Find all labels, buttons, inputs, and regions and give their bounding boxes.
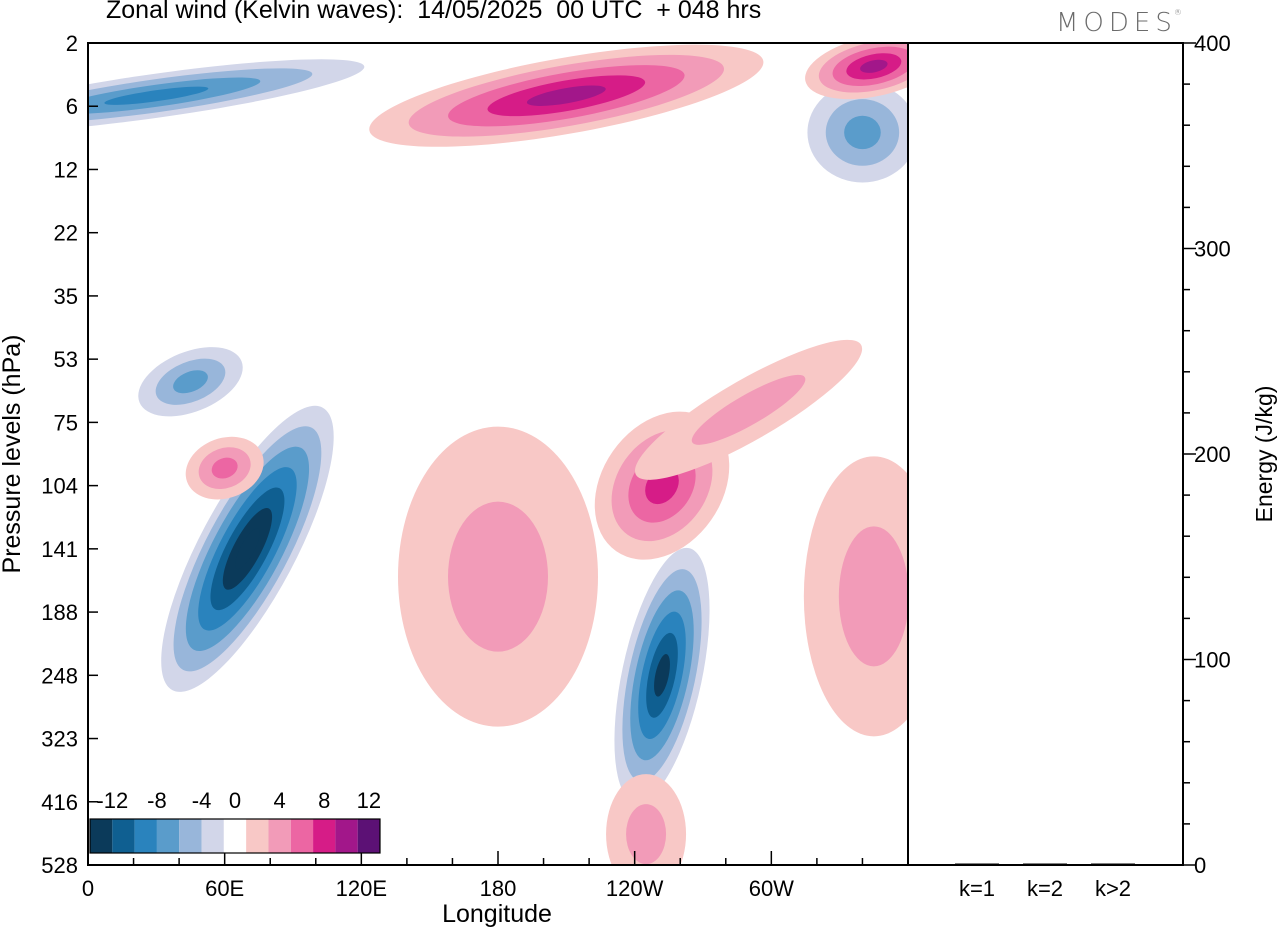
contour-level [211, 457, 238, 479]
colorbar-swatch [179, 819, 202, 853]
energy-bar [1091, 863, 1135, 865]
colorbar-tick-label: 12 [357, 788, 381, 813]
contour-level [626, 804, 667, 865]
energy-bar [955, 863, 999, 865]
y-tick-label: 248 [41, 663, 78, 688]
colorbar: -12 -8 -4 0 4 8 12 [89, 788, 381, 854]
contour-level [173, 370, 208, 394]
y-tick-label: 22 [54, 221, 78, 246]
y-tick-label: 35 [54, 284, 78, 309]
colorbar-swatch [335, 819, 358, 853]
x-tick-label: 60E [205, 876, 244, 901]
colorbar-tick-label: -8 [147, 788, 167, 813]
y-tick-label: 53 [54, 347, 78, 372]
x-tick-label: 120W [606, 876, 664, 901]
bar-category-label: k=1 [959, 876, 995, 901]
wind-anomaly-positive [606, 774, 687, 865]
contour-level [654, 654, 670, 697]
brand-name: MODES [1056, 8, 1177, 38]
chart-title: Zonal wind (Kelvin waves): 14/05/2025 00… [106, 0, 762, 24]
energy-axis-label: Energy (J/kg) [1251, 386, 1277, 523]
contour-level [860, 59, 888, 73]
contour-level [691, 374, 806, 445]
colorbar-swatch [246, 819, 269, 853]
y-axis-label: Pressure levels (hPa) [0, 335, 26, 574]
y-tick-label: 141 [41, 537, 78, 562]
energy-bar [1023, 863, 1067, 865]
y-tick-label: 75 [54, 410, 78, 435]
contour-level [104, 86, 209, 105]
bar-category-label: k=2 [1027, 876, 1063, 901]
energy-tick-label: 300 [1194, 237, 1231, 262]
colorbar-swatch [156, 819, 180, 853]
wind-anomaly-positive [803, 456, 908, 737]
brand-logo: MODES® [1056, 8, 1182, 38]
energy-tick-label: 0 [1194, 853, 1206, 878]
y-tick-label: 12 [54, 157, 78, 182]
wind-anomaly-positive [369, 44, 764, 147]
colorbar-tick-label: -12 [96, 788, 128, 813]
colorbar-swatch [313, 819, 336, 853]
colorbar-tick-label: 0 [229, 788, 241, 813]
contour-field [88, 43, 908, 865]
y-tick-label: 6 [66, 94, 78, 119]
colorbar-swatch [90, 819, 113, 853]
x-tick-label: 0 [82, 876, 94, 901]
colorbar-tick-label: 8 [318, 788, 330, 813]
y-tick-label: 104 [41, 474, 78, 499]
x-axis-label: Longitude [442, 900, 552, 928]
contour-level [838, 526, 908, 667]
contour-level [448, 501, 548, 652]
contour-level [526, 85, 606, 106]
wind-anomaly-positive [805, 43, 908, 100]
x-tick-label: 180 [480, 876, 517, 901]
colorbar-swatch [357, 819, 380, 853]
wind-anomaly-negative [88, 59, 365, 133]
y-tick-label: 323 [41, 727, 78, 752]
wind-anomaly-positive [634, 339, 863, 480]
energy-bars: k=1 k=2 k>2 [955, 863, 1135, 901]
colorbar-swatch [112, 819, 135, 853]
colorbar-swatch [201, 819, 224, 853]
energy-tick-label: 200 [1194, 442, 1231, 467]
colorbar-swatch [290, 819, 314, 853]
colorbar-swatch [134, 819, 157, 853]
bar-category-label: k>2 [1095, 876, 1131, 901]
y-axis: 2 6 12 22 35 53 75 104 141 188 248 323 416 528 [41, 31, 98, 878]
x-tick-label: 60W [749, 876, 794, 901]
x-axis: 0 60E 120E 180 120W 60W [82, 851, 909, 901]
wind-anomaly-positive [398, 426, 598, 727]
energy-panel-frame [907, 42, 1184, 866]
energy-tick-label: 100 [1194, 648, 1231, 673]
colorbar-tick-label: 4 [273, 788, 285, 813]
wind-anomaly-negative [138, 347, 243, 417]
contour-level [235, 528, 260, 570]
wind-anomaly-negative [614, 547, 710, 803]
energy-tick-label: 400 [1194, 31, 1231, 56]
y-tick-label: 2 [66, 31, 78, 56]
y-tick-label: 416 [41, 790, 78, 815]
wind-anomaly-negative [807, 82, 908, 183]
contour-level [844, 115, 881, 150]
wind-anomaly-positive [185, 436, 264, 500]
colorbar-frame [89, 818, 381, 854]
y-tick-label: 528 [41, 853, 78, 878]
brand-mark: ® [1173, 8, 1182, 17]
x-tick-label: 120E [336, 876, 387, 901]
colorbar-tick-label: -4 [192, 788, 212, 813]
energy-axis: 0 100 200 300 400 [1183, 31, 1231, 878]
y-tick-label: 188 [41, 600, 78, 625]
wind-anomaly-negative [161, 405, 334, 692]
colorbar-swatch [268, 819, 291, 853]
colorbar-swatch [223, 819, 247, 853]
